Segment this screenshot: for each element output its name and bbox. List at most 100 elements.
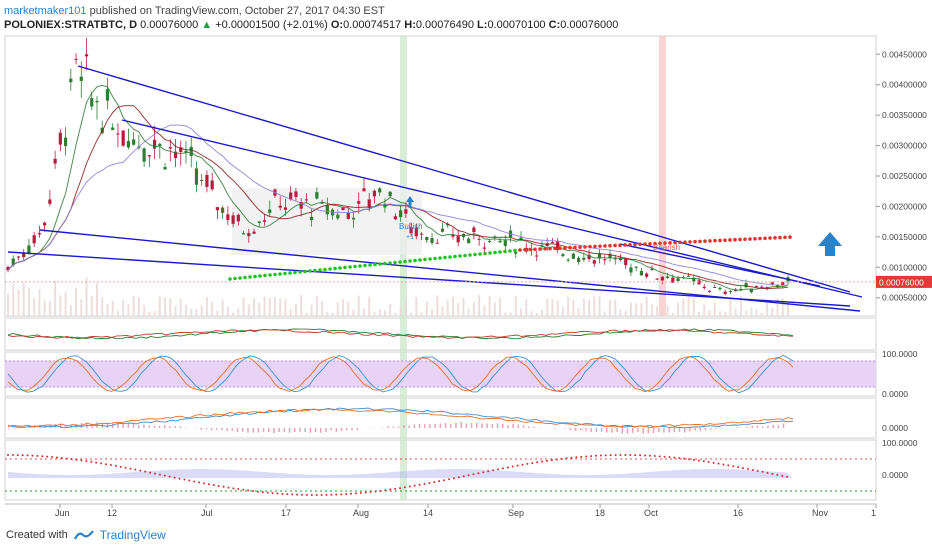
oscillator-dot [683,457,686,460]
oscillator-dot [546,459,548,462]
oscillator-dot [771,472,774,475]
macd-histogram-bar [710,428,712,430]
oscillator-dot [158,473,161,476]
support-dot [278,272,282,276]
oscillator-dot [742,467,744,470]
candle-body [367,199,371,208]
panel-tick-label: 0.0000 [882,423,908,433]
oscillator-dot [555,458,558,461]
oscillator-dot [693,458,695,461]
macd-histogram-bar [590,428,592,433]
oscillator-dot [472,473,475,476]
volume-bar [289,308,292,316]
oscillator-dot [359,491,362,494]
high-value: 0.00076490 [415,19,474,31]
volume-bar [300,295,303,316]
volume-bar [357,295,360,316]
volume-bar [75,288,78,316]
volume-bar [629,302,632,316]
volume-bar [588,299,591,316]
author-link[interactable]: marketmaker101 [4,5,87,17]
candle-body [498,240,502,243]
macd-histogram-bar [720,428,722,429]
x-tick-label: Nov [812,508,829,518]
support-dot [288,271,292,275]
oscillator-dot [26,454,29,457]
volume-bar [347,301,350,316]
x-tick-label: 1 [871,508,876,518]
support-dot [458,254,462,258]
oscillator-dot [624,454,627,457]
support-dot [378,262,382,266]
macd-histogram-bar [294,428,296,433]
resistance-dot [728,238,732,242]
y-tick-label: 0.00100000 [882,262,927,272]
macd-histogram-bar [533,426,535,428]
bearish-highlight-band [659,36,666,316]
macd-histogram-bar [288,428,291,433]
candle-body [514,251,518,254]
oscillator-dot [492,469,495,472]
x-tick-label: Sep [508,508,524,518]
indicator-panel-border [4,397,877,439]
volume-bar [561,306,564,316]
support-dot [373,262,377,267]
resistance-dot [718,238,722,243]
support-dot [443,255,447,260]
oscillator-dot [663,455,666,458]
macd-histogram-bar [413,424,416,428]
macd-histogram-bar [429,424,431,428]
oscillator-dot [291,493,294,496]
created-with-label: Created with [6,529,68,541]
support-dot [508,249,512,253]
candle-body [697,280,701,285]
oscillator-dot [732,465,735,468]
volume-bar [609,299,612,316]
macd-histogram-bar [164,425,166,428]
oscillator-dot [85,460,88,463]
macd-histogram-bar [278,428,280,433]
candle-body [775,284,780,288]
candle-body [357,201,361,204]
macd-histogram-bar [200,428,202,430]
volume-bar [451,296,454,316]
candle-body [268,209,272,213]
volume-bar [404,300,407,316]
macd-histogram-bar [91,423,93,428]
oscillator-dot [207,483,210,486]
candle-body [6,266,10,271]
oscillator-dot [325,493,328,496]
candle-body [419,233,424,235]
oscillator-dot [644,454,646,457]
support-dot [388,261,392,265]
tradingview-link[interactable]: TradingView [99,528,166,542]
candle-body [189,146,193,156]
macd-histogram-bar [346,428,348,431]
macd-histogram-bar [517,424,520,428]
volume-bar [488,295,491,316]
candle-body [278,205,282,208]
volume-bar [158,296,161,316]
macd-histogram-bar [585,428,587,431]
oscillator-dot [247,489,250,492]
macd-histogram-bar [304,428,306,433]
candle-body [571,253,575,259]
support-dot [308,269,312,273]
oscillator-dot [335,493,338,496]
volume-bar [729,298,732,316]
macd-histogram-bar [23,427,26,428]
indicator-panel-border [4,439,877,501]
volume-bar [59,295,62,316]
oscillator-dot [389,488,392,491]
volume-bar [106,304,109,316]
macd-histogram-bar [611,428,613,433]
oscillator-dot [144,470,147,473]
resistance-dot [678,240,682,245]
macd-histogram-bar [132,423,135,428]
volume-bar [101,297,104,316]
resistance-dot [733,237,737,242]
candle-body [435,242,439,244]
volume-bar [310,304,313,316]
candle-body [707,290,712,292]
